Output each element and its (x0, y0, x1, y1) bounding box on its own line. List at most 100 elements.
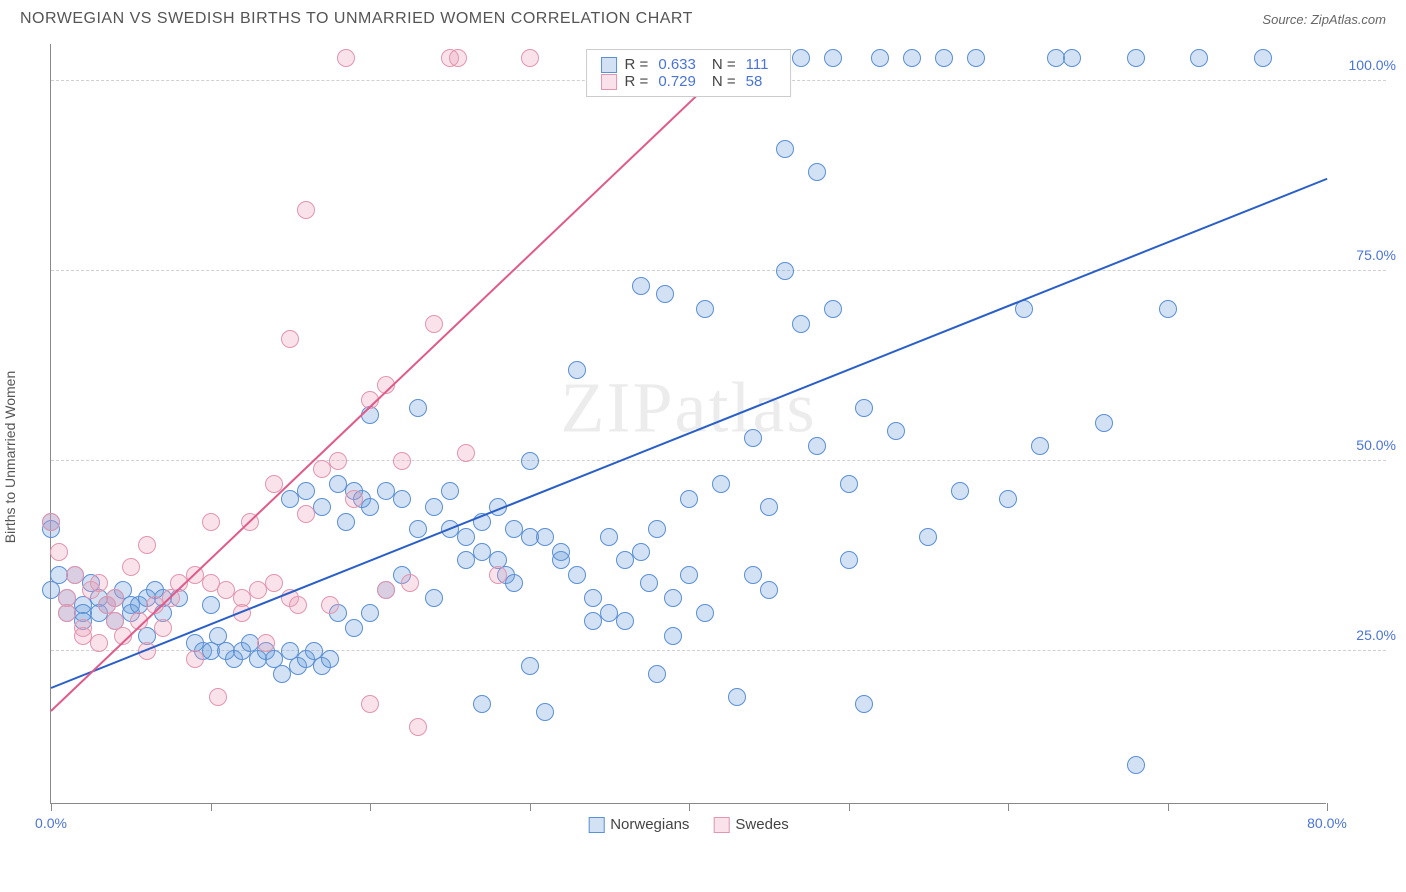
data-point (808, 163, 826, 181)
data-point (680, 566, 698, 584)
data-point (425, 315, 443, 333)
n-label: N = (712, 73, 736, 90)
data-point (552, 543, 570, 561)
data-point (967, 49, 985, 67)
data-point (855, 399, 873, 417)
data-point (425, 589, 443, 607)
data-point (441, 482, 459, 500)
data-point (297, 482, 315, 500)
x-tick (1168, 803, 1169, 811)
data-point (337, 513, 355, 531)
data-point (393, 490, 411, 508)
data-point (313, 498, 331, 516)
data-point (808, 437, 826, 455)
chart-container: Births to Unmarried Women ZIPatlas R = 0.… (0, 34, 1406, 864)
data-point (154, 619, 172, 637)
data-point (122, 558, 140, 576)
watermark: ZIPatlas (561, 367, 817, 450)
data-point (744, 566, 762, 584)
data-point (521, 452, 539, 470)
r-label: R = (625, 56, 649, 73)
data-point (1254, 49, 1272, 67)
r-value: 0.633 (658, 56, 696, 73)
y-axis-label: Births to Unmarried Women (2, 371, 18, 543)
data-point (840, 551, 858, 569)
stats-legend: R = 0.633 N = 111R = 0.729 N = 58 (586, 49, 792, 97)
data-point (760, 498, 778, 516)
data-point (257, 634, 275, 652)
data-point (792, 49, 810, 67)
data-point (919, 528, 937, 546)
data-point (321, 650, 339, 668)
data-point (744, 429, 762, 447)
data-point (66, 566, 84, 584)
data-point (935, 49, 953, 67)
data-point (871, 49, 889, 67)
data-point (449, 49, 467, 67)
y-tick-label: 25.0% (1356, 627, 1396, 643)
chart-title: NORWEGIAN VS SWEDISH BIRTHS TO UNMARRIED… (20, 10, 693, 28)
series-legend-item: Norwegians (588, 816, 689, 833)
data-point (186, 650, 204, 668)
data-point (489, 566, 507, 584)
data-point (202, 596, 220, 614)
legend-swatch (601, 57, 617, 73)
x-tick (51, 803, 52, 811)
data-point (361, 604, 379, 622)
trendline (51, 178, 1328, 689)
legend-swatch (588, 817, 604, 833)
data-point (337, 49, 355, 67)
data-point (664, 589, 682, 607)
data-point (106, 589, 124, 607)
source-attribution: Source: ZipAtlas.com (1262, 12, 1386, 27)
data-point (951, 482, 969, 500)
data-point (728, 688, 746, 706)
data-point (887, 422, 905, 440)
data-point (377, 581, 395, 599)
data-point (409, 520, 427, 538)
plot-area: ZIPatlas R =0.633N =111R =0.729N =58 Nor… (50, 44, 1326, 804)
data-point (521, 49, 539, 67)
x-tick (530, 803, 531, 811)
data-point (409, 399, 427, 417)
y-tick-label: 50.0% (1356, 437, 1396, 453)
data-point (281, 330, 299, 348)
n-label: N = (712, 56, 736, 73)
data-point (1031, 437, 1049, 455)
x-tick (211, 803, 212, 811)
data-point (58, 604, 76, 622)
data-point (345, 490, 363, 508)
legend-swatch (713, 817, 729, 833)
data-point (568, 566, 586, 584)
data-point (776, 140, 794, 158)
data-point (457, 444, 475, 462)
data-point (616, 612, 634, 630)
n-value: 58 (746, 73, 763, 90)
x-tick-label: 80.0% (1307, 815, 1347, 831)
data-point (138, 536, 156, 554)
data-point (824, 300, 842, 318)
trendline (50, 56, 737, 711)
data-point (840, 475, 858, 493)
data-point (202, 513, 220, 531)
legend-row: R = 0.633 N = 111 (601, 56, 777, 73)
data-point (656, 285, 674, 303)
data-point (648, 520, 666, 538)
series-legend: Norwegians Swedes (588, 816, 789, 833)
data-point (209, 688, 227, 706)
r-value: 0.729 (658, 73, 696, 90)
gridline (51, 270, 1386, 271)
data-point (536, 528, 554, 546)
data-point (760, 581, 778, 599)
data-point (536, 703, 554, 721)
series-legend-item: Swedes (713, 816, 788, 833)
data-point (792, 315, 810, 333)
data-point (696, 300, 714, 318)
data-point (425, 498, 443, 516)
data-point (361, 695, 379, 713)
data-point (265, 574, 283, 592)
data-point (409, 718, 427, 736)
n-value: 111 (746, 56, 769, 73)
data-point (457, 528, 475, 546)
series-name: Swedes (735, 816, 788, 833)
